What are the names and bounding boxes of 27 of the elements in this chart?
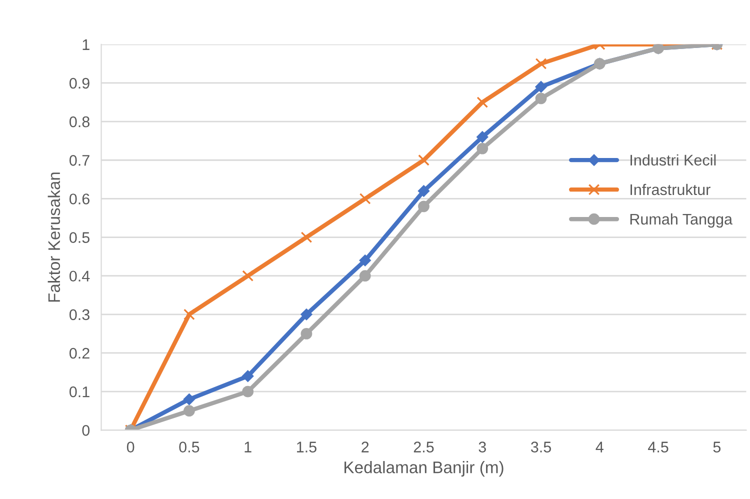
x-tick-label: 4 (596, 442, 604, 452)
y-tick-label: 0.4 (70, 270, 90, 282)
x-tick-label: 3 (478, 442, 486, 452)
x-tick-label: 1 (244, 442, 252, 452)
y-axis-title: Faktor Kerusakan (48, 172, 60, 302)
legend-label: Infrastruktur (630, 184, 710, 196)
y-tick-label: 0.2 (70, 348, 90, 359)
x-tick-label: 1.5 (297, 442, 316, 452)
x-tick-label: 3.5 (530, 442, 551, 452)
y-tick-label: 0.6 (70, 194, 90, 204)
y-tick-label: 0.8 (70, 116, 90, 128)
legend-label: Rumah Tangga (630, 213, 733, 228)
x-tick-label: 2 (362, 442, 369, 452)
y-tick-label: 0.3 (70, 309, 90, 320)
legend-label: Industri Kecil (630, 154, 716, 166)
y-tick-label: 1 (82, 39, 90, 50)
x-tick-label: 4.5 (648, 442, 668, 452)
x-tick-label: 2.5 (414, 442, 434, 452)
y-tick-label: 0.1 (70, 386, 90, 398)
x-tick-label: 0.5 (179, 442, 200, 452)
x-tick-label: 0 (126, 442, 134, 452)
y-tick-label: 0 (82, 425, 90, 436)
y-tick-label: 0.9 (70, 78, 90, 89)
x-axis-title: Kedalaman Banjir (m) (344, 461, 504, 477)
y-tick-label: 0.5 (70, 232, 90, 243)
x-tick-label: 5 (713, 442, 721, 452)
y-tick-label: 0.7 (70, 154, 90, 166)
